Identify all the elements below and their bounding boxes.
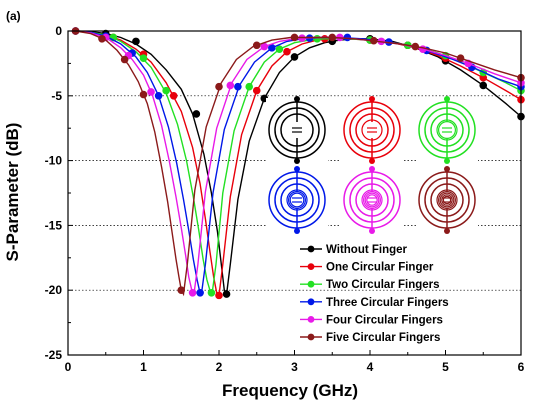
x-tick-label: 4 <box>367 360 374 374</box>
antenna-inset-0 <box>266 96 328 164</box>
data-point <box>328 33 337 42</box>
legend-label: Five Circular Fingers <box>326 332 440 344</box>
inset-finger <box>366 194 378 206</box>
inset-port <box>444 158 450 164</box>
y-tick-label: -15 <box>45 218 63 232</box>
data-point <box>215 82 223 91</box>
data-point <box>275 45 284 53</box>
series-line <box>75 30 522 297</box>
legend-item-3: Three Circular Fingers <box>300 297 449 309</box>
y-tick-label: -25 <box>45 348 63 362</box>
data-point <box>479 81 488 90</box>
data-point <box>252 41 261 50</box>
data-point <box>369 36 378 45</box>
inset-port <box>444 166 450 172</box>
y-tick-label: -5 <box>51 89 62 103</box>
legend-item-0: Without Finger <box>300 244 408 256</box>
inset-port <box>444 96 450 102</box>
data-point <box>120 55 129 64</box>
data-point <box>169 92 178 100</box>
data-point <box>177 286 186 295</box>
data-point <box>290 53 299 61</box>
data-point <box>98 34 106 43</box>
x-tick-label: 3 <box>291 360 298 374</box>
inset-finger <box>289 192 305 208</box>
plot-area <box>71 27 525 300</box>
series-5 <box>71 27 525 297</box>
inset-finger <box>364 192 380 208</box>
inset-port <box>369 96 375 102</box>
legend-marker <box>307 280 315 288</box>
inset-port <box>369 228 375 234</box>
data-point <box>162 86 170 95</box>
antenna-inset-2 <box>416 96 478 164</box>
x-tick-label: 2 <box>216 360 223 374</box>
x-tick-label: 5 <box>442 360 449 374</box>
data-point <box>207 288 216 297</box>
data-point <box>313 34 321 43</box>
x-tick-label: 0 <box>65 360 72 374</box>
data-point <box>245 82 254 91</box>
antenna-inset-1 <box>341 96 403 164</box>
data-point <box>234 82 242 91</box>
inset-port <box>294 158 300 164</box>
inset-finger <box>442 195 452 205</box>
inset-finger <box>439 192 455 208</box>
data-point <box>192 110 201 118</box>
inset-port <box>294 228 300 234</box>
legend-item-4: Four Circular Fingers <box>300 314 443 326</box>
legend-marker <box>307 263 315 270</box>
legend-label: Without Finger <box>326 244 408 256</box>
legend-marker <box>307 316 315 323</box>
y-tick-label: -20 <box>45 283 63 297</box>
data-point <box>343 33 352 42</box>
legend-marker <box>307 245 315 253</box>
legend: Without Finger One Circular Finger Two Cir… <box>300 244 449 344</box>
data-point <box>290 33 299 42</box>
legend-label: Three Circular Fingers <box>326 297 449 309</box>
data-point <box>139 54 148 63</box>
inset-port <box>369 158 375 164</box>
legend-marker <box>307 298 315 306</box>
panel-label: (a) <box>6 9 21 23</box>
antenna-inset-3 <box>266 166 328 234</box>
inset-port <box>444 228 450 234</box>
data-point <box>456 54 465 63</box>
legend-label: One Circular Finger <box>326 262 434 274</box>
inset-port <box>294 166 300 172</box>
y-tick-label: 0 <box>55 24 62 38</box>
legend-item-2: Two Circular Fingers <box>300 279 440 291</box>
inset-port <box>294 96 300 102</box>
antenna-inset-5 <box>416 166 478 234</box>
inset-port <box>369 166 375 172</box>
antenna-inset-4 <box>341 166 403 234</box>
data-point <box>196 288 204 297</box>
data-point <box>283 47 291 56</box>
data-point <box>226 81 235 90</box>
legend-label: Two Circular Fingers <box>326 279 440 291</box>
y-axis-title: S-Parameter (dB) <box>3 123 22 262</box>
inset-finger <box>441 194 453 206</box>
legend-marker <box>307 333 315 341</box>
x-tick-label: 6 <box>518 360 525 374</box>
x-tick-label: 1 <box>140 360 147 374</box>
data-point <box>147 88 155 96</box>
x-axis-title: Frequency (GHz) <box>222 381 358 400</box>
data-point <box>139 90 148 99</box>
axes: 0 1 2 3 4 5 6 0 -5 -10 -15 -20 -25 <box>45 24 525 374</box>
data-point <box>132 37 140 46</box>
data-point <box>154 92 163 100</box>
antenna-insets <box>266 96 478 234</box>
legend-label: Four Circular Fingers <box>326 314 443 326</box>
legend-item-5: Five Circular Fingers <box>300 332 440 344</box>
data-point <box>215 291 223 300</box>
data-point <box>411 42 420 51</box>
data-point <box>252 86 261 95</box>
data-point <box>188 288 197 297</box>
y-tick-label: -10 <box>45 154 63 168</box>
legend-item-1: One Circular Finger <box>300 262 434 274</box>
data-point <box>222 290 231 298</box>
